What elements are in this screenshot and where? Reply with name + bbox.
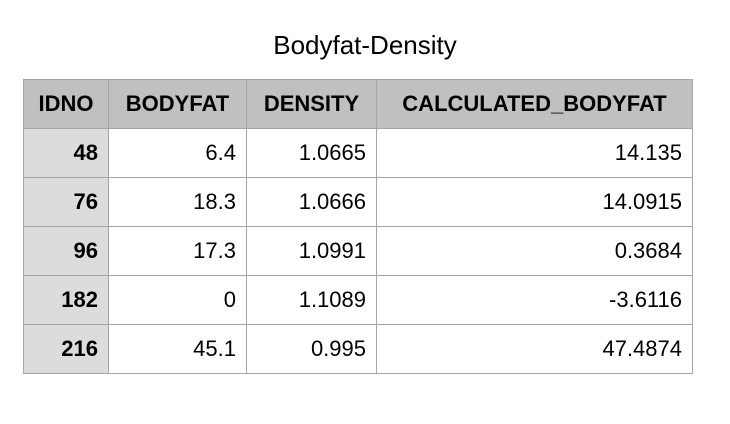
table-row: 96 17.3 1.0991 0.3684 (23, 226, 693, 276)
table-row: 76 18.3 1.0666 14.0915 (23, 177, 693, 227)
cell-density: 1.0665 (246, 128, 377, 178)
cell-bodyfat: 18.3 (108, 177, 247, 227)
cell-bodyfat: 17.3 (108, 226, 247, 276)
cell-calculated-bodyfat: 14.0915 (376, 177, 693, 227)
cell-calculated-bodyfat: -3.6116 (376, 275, 693, 325)
cell-idno: 76 (23, 177, 109, 227)
cell-idno: 48 (23, 128, 109, 178)
cell-density: 1.0666 (246, 177, 377, 227)
table-row: 216 45.1 0.995 47.4874 (23, 324, 693, 374)
cell-bodyfat: 0 (108, 275, 247, 325)
bodyfat-density-table: IDNO BODYFAT DENSITY CALCULATED_BODYFAT … (23, 79, 693, 374)
header-row: IDNO BODYFAT DENSITY CALCULATED_BODYFAT (23, 79, 693, 129)
table-title: Bodyfat-Density (273, 30, 457, 60)
cell-calculated-bodyfat: 14.135 (376, 128, 693, 178)
cell-idno: 96 (23, 226, 109, 276)
cell-density: 1.1089 (246, 275, 377, 325)
cell-bodyfat: 45.1 (108, 324, 247, 374)
table-row: 48 6.4 1.0665 14.135 (23, 128, 693, 178)
cell-density: 1.0991 (246, 226, 377, 276)
column-header-density: DENSITY (246, 79, 377, 129)
cell-calculated-bodyfat: 47.4874 (376, 324, 693, 374)
column-header-bodyfat: BODYFAT (108, 79, 247, 129)
cell-idno: 182 (23, 275, 109, 325)
cell-idno: 216 (23, 324, 109, 374)
column-header-idno: IDNO (23, 79, 109, 129)
cell-calculated-bodyfat: 0.3684 (376, 226, 693, 276)
cell-bodyfat: 6.4 (108, 128, 247, 178)
cell-density: 0.995 (246, 324, 377, 374)
column-header-calculated-bodyfat: CALCULATED_BODYFAT (376, 79, 693, 129)
table-row: 182 0 1.1089 -3.6116 (23, 275, 693, 325)
